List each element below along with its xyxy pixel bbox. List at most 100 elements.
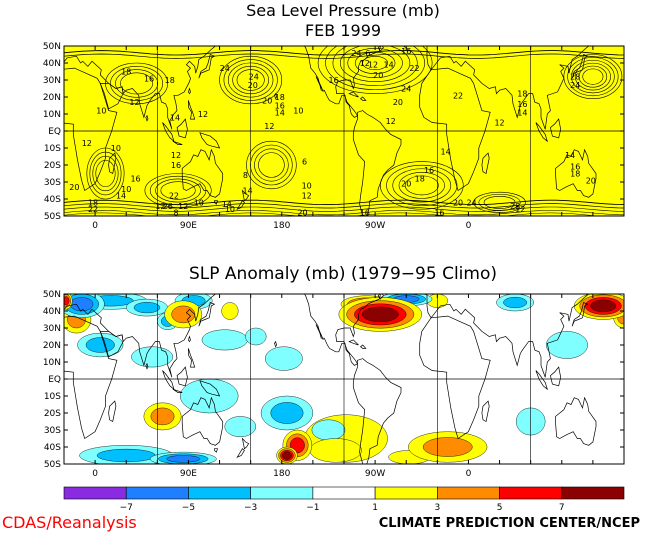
isobar-value-label: 22 <box>169 192 179 201</box>
isobar-value-label: 18 <box>275 93 285 102</box>
coastline-outline <box>352 358 402 464</box>
longitude-label: 180 <box>273 221 290 231</box>
anomaly-region <box>270 402 304 424</box>
bottom-latitude-axis: 50N 40N 30N 20N 10N EQ 10S 20S 30S 40S 50S <box>43 290 624 470</box>
isobar-value-label: 24 <box>570 81 580 90</box>
anomaly-shading <box>64 294 624 464</box>
coastline-outline <box>274 92 277 100</box>
isobar-value-label: 20 <box>373 71 383 80</box>
longitude-label: 90W <box>365 469 385 479</box>
latitude-label: 10N <box>43 110 61 120</box>
coastline-outline <box>188 348 196 368</box>
anomaly-grid <box>64 294 624 464</box>
isobar-value-label: 16 <box>517 100 527 109</box>
latitude-label: 30S <box>44 178 61 188</box>
coastline-outline <box>176 118 188 139</box>
isobar-value-label: 10 <box>225 205 235 214</box>
isobar-value-label: 28 <box>570 73 580 82</box>
isobar-value-label: 20 <box>453 198 463 207</box>
longitude-label: 0 <box>466 469 472 479</box>
latitude-label: EQ <box>48 127 61 137</box>
latitude-label: 40N <box>43 59 61 69</box>
coastline-outline <box>214 448 218 453</box>
isobar-value-label: 20 <box>69 183 79 192</box>
coastline-outline <box>241 437 250 450</box>
longitude-label: 90E <box>180 221 197 231</box>
isobar-value-label: 20 <box>297 209 307 218</box>
coastline-outline <box>419 315 491 440</box>
slp-anomaly-map: 50N 40N 30N 20N 10N EQ 10S 20S 30S 40S 50S 0 90E 180… <box>43 290 625 479</box>
isobar-value-label: 18 <box>570 170 580 179</box>
isobar-ring <box>254 148 289 182</box>
color-bar-label: −1 <box>306 503 319 513</box>
anomaly-region <box>245 327 267 346</box>
longitude-label: 0 <box>92 469 98 479</box>
footer-source: CDAS/Reanalysis <box>2 513 137 532</box>
isobar-value-label: 16 <box>401 47 411 56</box>
coastline-outline <box>426 294 590 378</box>
isobar-value-label: 24 <box>351 49 361 58</box>
coastline-outline <box>274 340 277 348</box>
coastline-outline <box>64 315 118 440</box>
longitude-label: 0 <box>92 221 98 231</box>
isobar-value-label: 14 <box>222 200 232 209</box>
isobar-value-label: 20 <box>262 96 272 105</box>
coastline-outline <box>198 302 216 327</box>
isobar-ring <box>571 59 615 94</box>
color-scale-bar: −7 −5 −3 −1 1 3 5 7 <box>63 486 625 513</box>
anomaly-region <box>546 331 588 359</box>
bottom-longitude-axis: 0 90E 180 90W 0 <box>63 294 625 479</box>
coastline-outline <box>214 200 218 205</box>
isobar-value-label: 12 <box>494 119 504 128</box>
color-bar-label: −3 <box>244 503 257 513</box>
coastline-outline <box>176 366 188 387</box>
anomaly-region <box>309 438 362 463</box>
coastline-outline <box>198 54 216 79</box>
isobar-value-label: 12 <box>155 202 165 211</box>
latitude-label: 10N <box>43 358 61 368</box>
latitude-label: 50S <box>44 212 61 222</box>
coastline-outline <box>303 294 381 366</box>
latitude-label: 20S <box>44 409 61 419</box>
isobar-ring <box>160 181 196 200</box>
isobar-ring <box>582 68 604 85</box>
isobar-ring <box>120 72 154 95</box>
isobar-ring <box>144 173 212 208</box>
coastline-outline <box>108 152 117 175</box>
latitude-label: 40S <box>44 195 61 205</box>
latitude-label: 30S <box>44 426 61 436</box>
isobar-value-label: 12 <box>386 117 396 126</box>
footer-credit: CLIMATE PREDICTION CENTER/NCEP <box>379 516 640 531</box>
coastline-outline <box>199 132 221 149</box>
coastline-outline <box>377 46 384 52</box>
coastline-outline <box>360 344 367 349</box>
isobar-ring <box>332 46 418 86</box>
latitude-label: 40S <box>44 443 61 453</box>
isobar-ring <box>258 152 285 178</box>
latitude-label: 10S <box>44 144 61 154</box>
isobar-ring <box>404 175 439 196</box>
coastline-outline <box>236 448 245 458</box>
color-bar-label: 5 <box>497 503 503 513</box>
isobar-value-label: 28 <box>510 202 520 211</box>
isobar-value-label: 8 <box>173 209 178 218</box>
color-bar-label: 3 <box>434 503 440 513</box>
coastline-outline <box>64 46 217 130</box>
isobar-ring <box>246 140 297 190</box>
isobar-value-label: 12 <box>178 202 188 211</box>
color-bar-swatch <box>250 486 314 500</box>
reference-grid <box>64 46 624 216</box>
isobar-value-label: 14 <box>383 61 393 70</box>
anomaly-region <box>70 297 94 312</box>
isobar-value-label: 18 <box>517 90 527 99</box>
isobar-value-label: 16 <box>275 102 285 111</box>
longitude-label: 90E <box>180 469 197 479</box>
latitude-label: 50S <box>44 460 61 470</box>
coastline-outline <box>348 91 359 98</box>
coastline-outline <box>571 302 589 327</box>
isobar-ring <box>155 178 201 203</box>
isobar-value-label: 10 <box>96 107 106 116</box>
coastline-outline <box>426 46 590 130</box>
coastline-outline <box>550 118 562 139</box>
